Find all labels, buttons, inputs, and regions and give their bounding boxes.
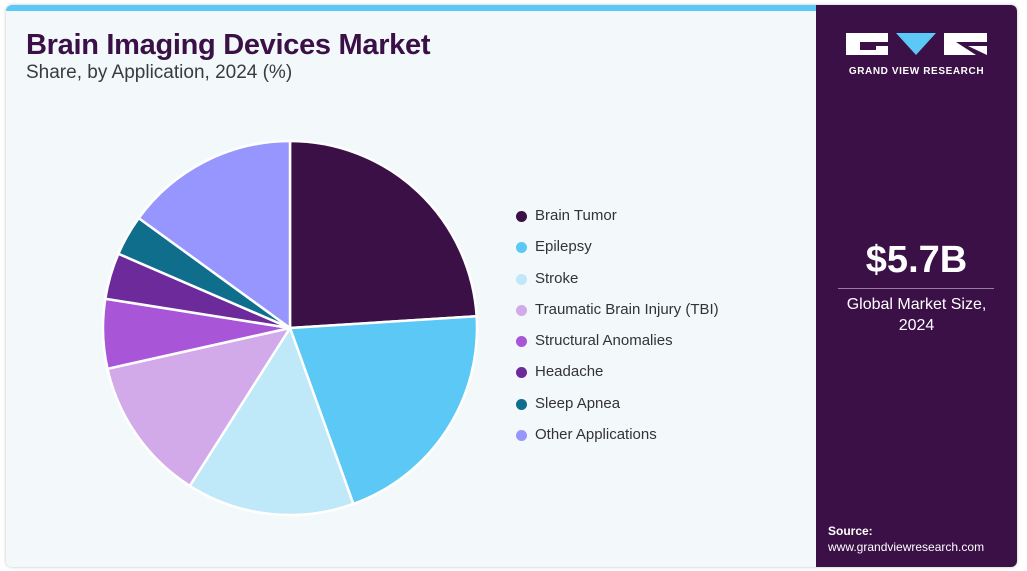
legend-label: Brain Tumor: [535, 207, 617, 224]
pie-slice-other-applications: [137, 139, 292, 330]
market-size-value: $5.7B: [865, 239, 968, 281]
legend-item: Sleep Apnea: [516, 395, 719, 426]
legend-item: Brain Tumor: [516, 207, 719, 238]
legend-swatch-icon: [516, 211, 527, 222]
legend-swatch-icon: [516, 430, 527, 442]
legend-label: Other Applications: [535, 426, 657, 444]
legend-swatch-icon: [516, 367, 527, 379]
pie-slice-stroke: [188, 326, 355, 517]
legend-label: Sleep Apnea: [535, 394, 621, 412]
pie-chart: [101, 139, 479, 517]
chart-subtitle: Share, by Application, 2024 (%): [26, 62, 293, 83]
sidebar-panel: GRAND VIEW RESEARCH $5.7B Global Market …: [816, 5, 1017, 567]
brand-name: GRAND VIEW RESEARCH: [848, 66, 985, 77]
pie-slice-brain-tumor: [288, 139, 478, 330]
legend-label: Traumatic Brain Injury (TBI): [535, 300, 719, 318]
legend-swatch-icon: [516, 336, 527, 348]
market-size-label: Global Market Size, 2024: [816, 294, 1017, 336]
source-label: Source:: [828, 524, 873, 538]
legend-label: Epilepsy: [535, 238, 592, 256]
gvr-logo-icon: [846, 33, 987, 55]
chart-card: Brain Imaging Devices Market Share, by A…: [6, 5, 1017, 567]
legend-item: Epilepsy: [516, 238, 719, 269]
legend-label: Stroke: [535, 269, 579, 287]
legend-swatch-icon: [516, 242, 527, 254]
divider: [838, 288, 994, 289]
legend-item: Other Applications: [516, 426, 719, 457]
source-note: Source: www.grandviewresearch.com: [828, 523, 984, 555]
chart-legend: Brain Tumor Epilepsy Stroke Traumatic Brain…: [516, 207, 719, 457]
legend-swatch-icon: [516, 273, 527, 285]
legend-swatch-icon: [516, 398, 527, 410]
source-link[interactable]: www.grandviewresearch.com: [828, 540, 985, 554]
legend-item: Stroke: [516, 270, 719, 301]
legend-swatch-icon: [516, 304, 527, 316]
market-size-label-line1: Global Market Size,: [846, 296, 987, 313]
legend-item: Structural Anomalies: [516, 332, 719, 363]
legend-label: Headache: [535, 363, 604, 381]
pie-slice-traumatic-brain-injury-tbi: [106, 326, 292, 488]
legend-item: Traumatic Brain Injury (TBI): [516, 301, 719, 332]
chart-panel: Brain Imaging Devices Market Share, by A…: [6, 5, 816, 567]
market-size-label-line2: 2024: [898, 317, 935, 334]
legend-label: Structural Anomalies: [535, 332, 673, 350]
accent-bar: [6, 5, 816, 11]
chart-title: Brain Imaging Devices Market: [26, 29, 431, 61]
legend-item: Headache: [516, 363, 719, 394]
